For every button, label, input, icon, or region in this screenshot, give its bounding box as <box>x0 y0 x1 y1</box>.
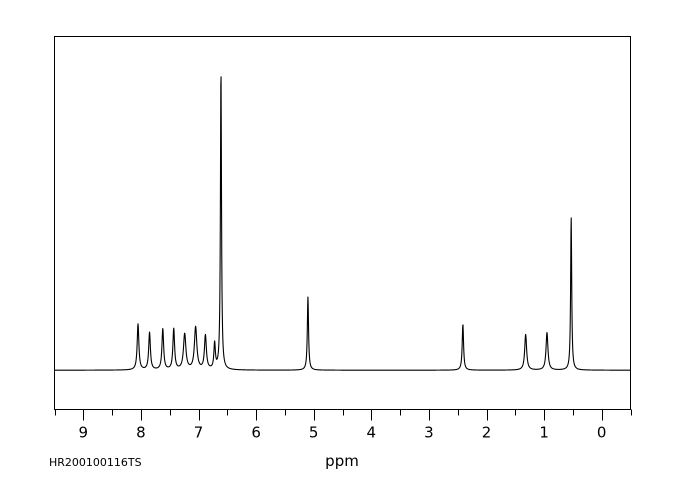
sample-id-label: HR200100116TS <box>49 456 142 469</box>
x-axis-tick-label: 8 <box>136 424 146 442</box>
x-axis-tick-label: 2 <box>482 424 492 442</box>
x-axis-title: ppm <box>325 452 359 470</box>
x-axis-tick-label: 6 <box>251 424 261 442</box>
x-axis-tick-labels: 9 8 7 6 5 4 3 2 1 0 <box>79 424 607 442</box>
x-axis-tick-label: 4 <box>367 424 377 442</box>
x-axis-tick-label: 7 <box>194 424 204 442</box>
x-axis-tick-label: 1 <box>539 424 549 442</box>
x-axis-tick-label: 0 <box>597 424 607 442</box>
spectrum-trace <box>53 76 632 371</box>
x-axis-tick-label: 9 <box>79 424 89 442</box>
x-axis-tick-label: 3 <box>424 424 434 442</box>
x-axis-ticks <box>55 409 632 421</box>
x-axis-tick-label: 5 <box>309 424 319 442</box>
